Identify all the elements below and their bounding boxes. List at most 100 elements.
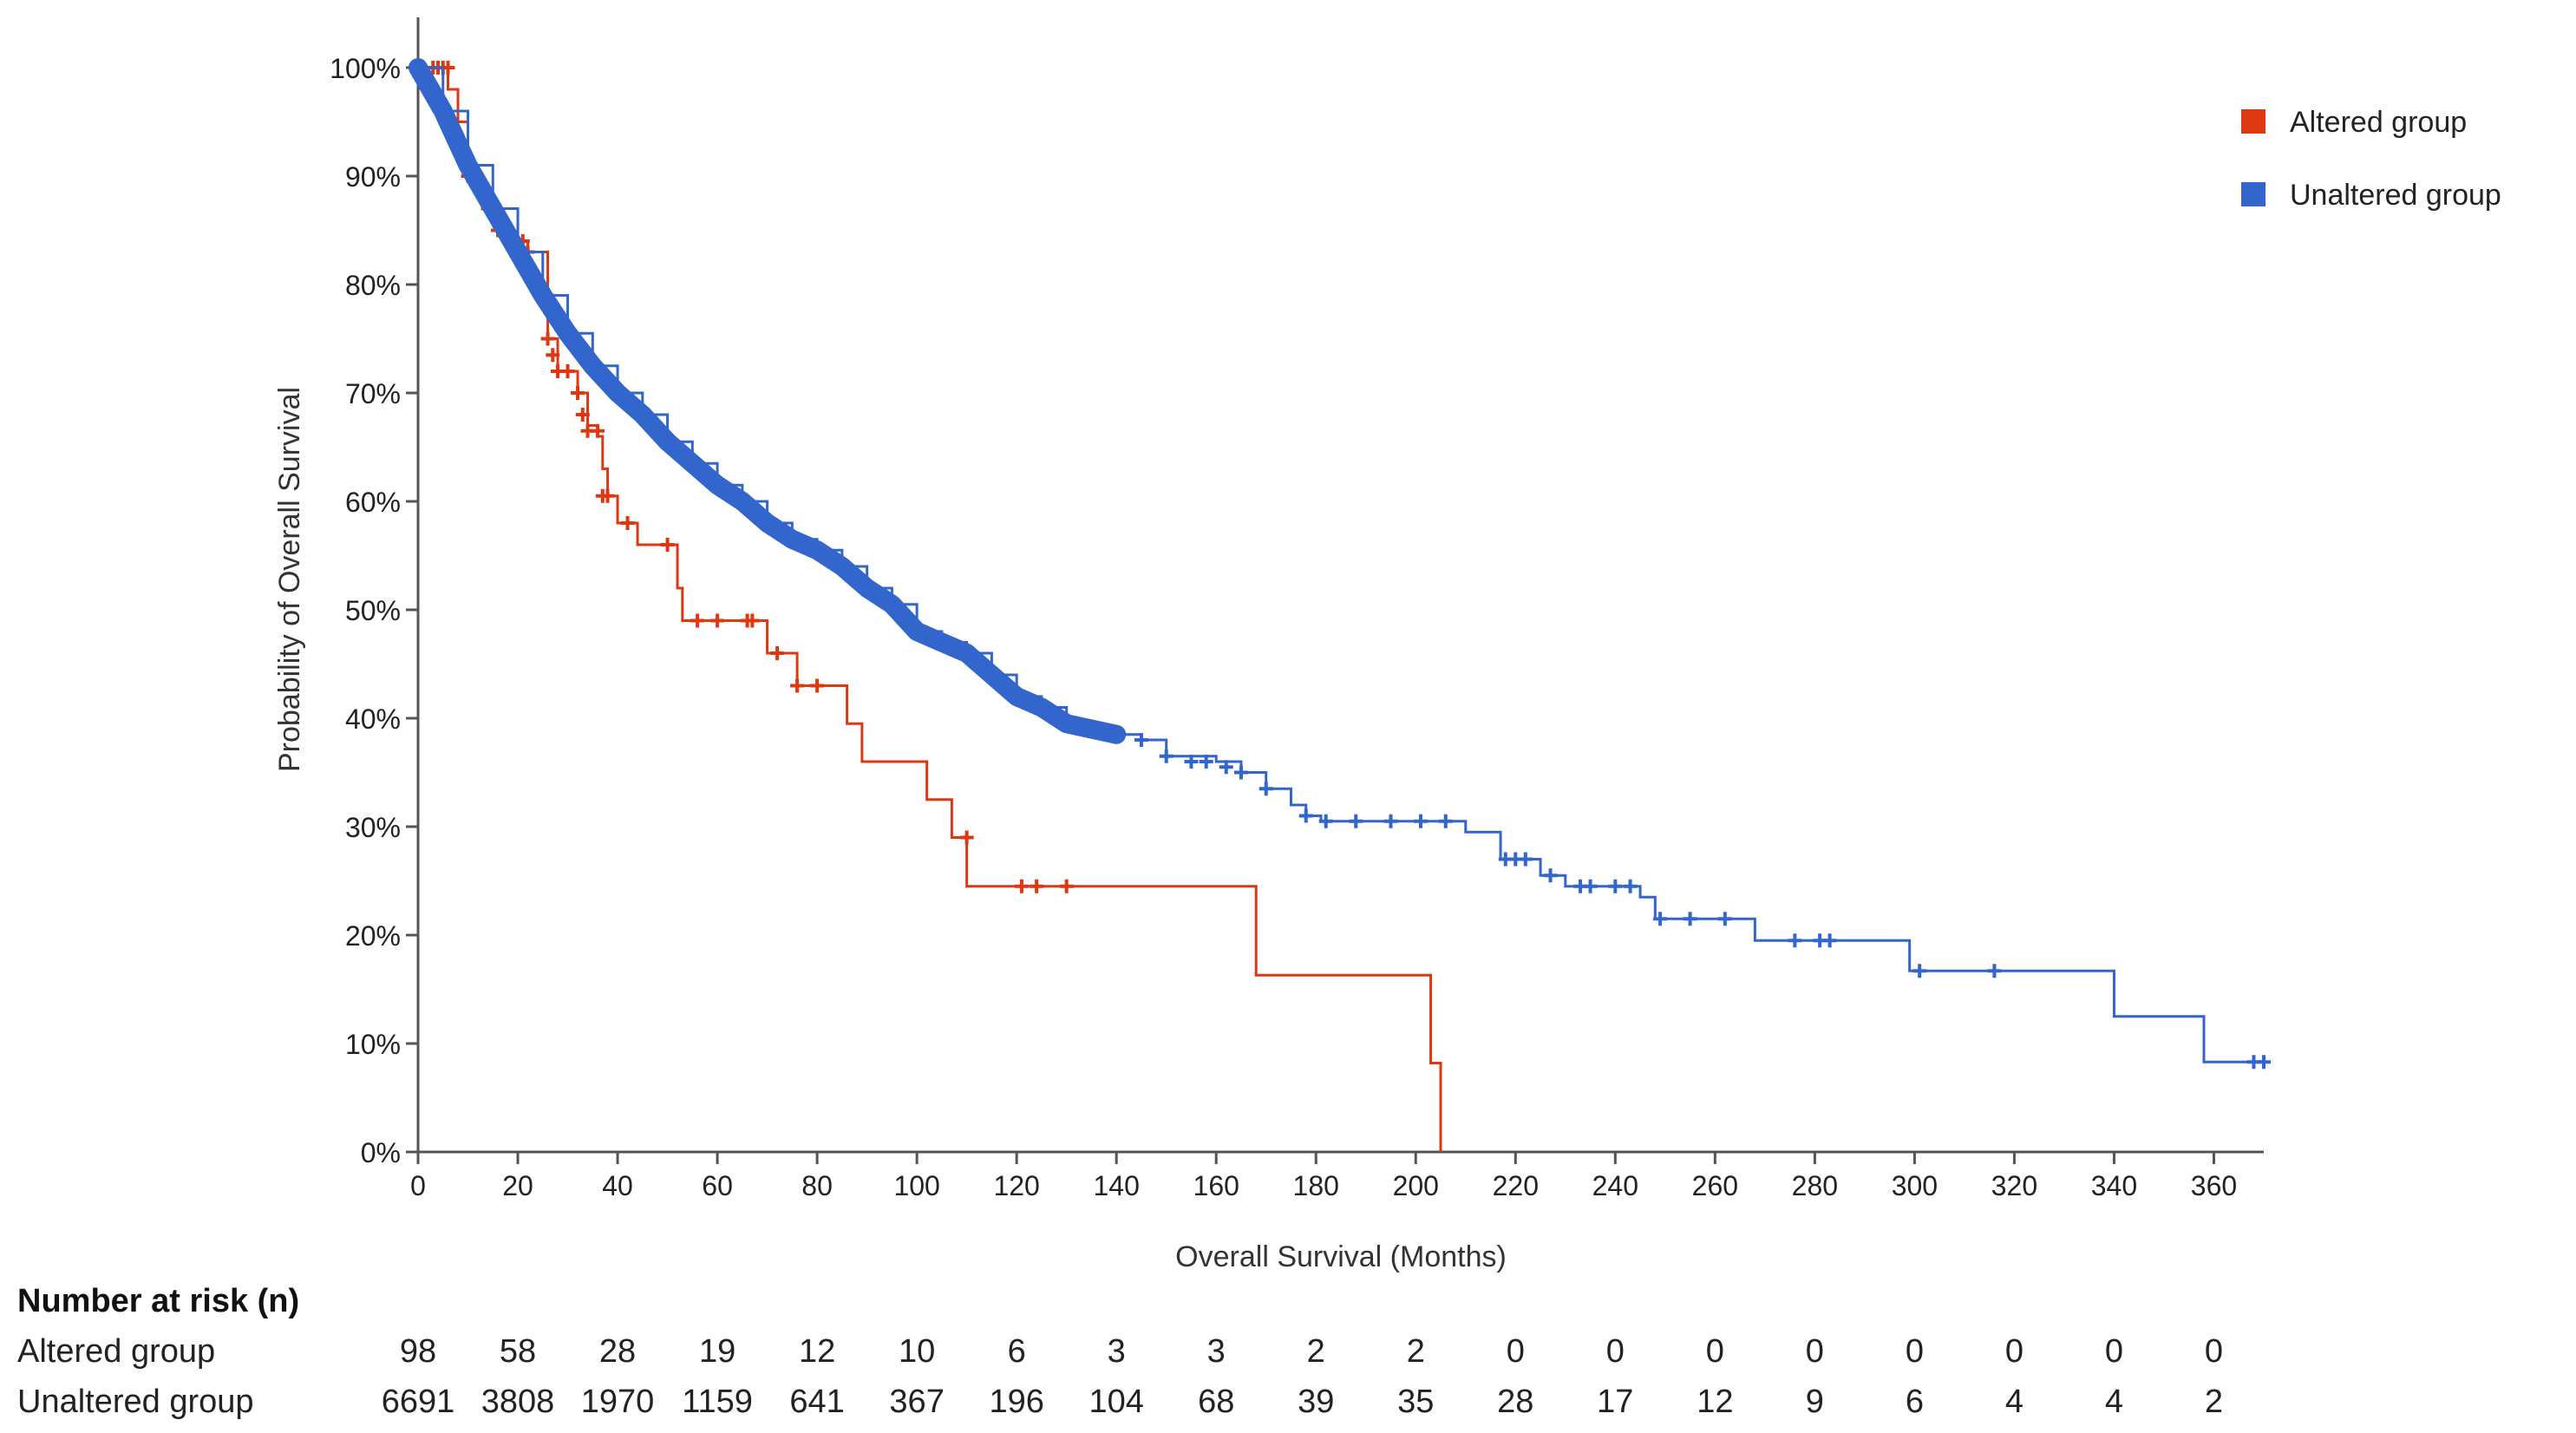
censor-mark [571, 386, 585, 400]
risk-row-label-unaltered: Unaltered group [17, 1384, 254, 1420]
censor-mark [600, 488, 615, 503]
risk-count: 10 [899, 1333, 935, 1370]
risk-count: 2 [2205, 1384, 2223, 1420]
x-tick-label: 60 [702, 1170, 733, 1201]
risk-count: 9 [1806, 1384, 1824, 1420]
censor-mark [1059, 879, 1074, 893]
legend-swatch [2241, 182, 2265, 206]
risk-count: 17 [1597, 1384, 1633, 1420]
risk-count: 19 [699, 1333, 736, 1370]
censor-mark [1383, 814, 1398, 828]
censor-mark [1608, 879, 1623, 893]
risk-table-title: Number at risk (n) [17, 1283, 299, 1319]
censor-mark [2257, 1055, 2271, 1070]
survival-curve-line [418, 66, 2264, 1063]
risk-count: 196 [989, 1384, 1043, 1420]
series-altered [418, 61, 1442, 1152]
risk-count: 0 [1507, 1333, 1525, 1370]
censor-mark [810, 678, 825, 693]
censor-mark [790, 678, 805, 693]
risk-count: 6 [1906, 1384, 1924, 1420]
censor-mark [1318, 814, 1333, 828]
censor-mark [959, 830, 974, 845]
risk-count: 4 [2105, 1384, 2123, 1420]
x-tick-label: 280 [1792, 1170, 1838, 1201]
censor-mark [770, 646, 785, 660]
x-tick-label: 40 [602, 1170, 633, 1201]
y-tick-label: 20% [345, 920, 401, 952]
censor-mark [1199, 755, 1213, 769]
risk-count: 58 [500, 1333, 536, 1370]
legend-swatch [2241, 109, 2265, 134]
risk-row-label-altered: Altered group [17, 1333, 215, 1370]
y-tick-label: 90% [345, 161, 401, 193]
risk-count: 2 [1407, 1333, 1425, 1370]
risk-table: Number at risk (n) Altered group Unalter… [17, 1283, 2223, 1420]
censor-mark [710, 613, 725, 628]
censor-mark [1822, 933, 1837, 948]
censor-mark [1912, 964, 1927, 978]
risk-count: 6691 [382, 1384, 455, 1420]
x-tick-label: 300 [1892, 1170, 1938, 1201]
censor-mark [1134, 733, 1148, 747]
risk-count: 0 [1606, 1333, 1625, 1370]
survival-curve-line [418, 66, 1442, 1152]
x-tick-label: 360 [2191, 1170, 2237, 1201]
censor-mark [575, 408, 590, 422]
x-tick-label: 0 [410, 1170, 426, 1201]
censor-mark [1414, 814, 1429, 828]
risk-count: 39 [1298, 1384, 1334, 1420]
risk-count: 6 [1008, 1333, 1026, 1370]
risk-count: 0 [2205, 1333, 2223, 1370]
censor-mark [1109, 727, 1124, 742]
censor-mark [1653, 912, 1668, 926]
legend: Altered group Unaltered group [2241, 106, 2501, 212]
risk-count: 367 [889, 1384, 944, 1420]
risk-count: 3 [1108, 1333, 1126, 1370]
x-tick-label: 160 [1193, 1170, 1239, 1201]
censor-mark [1184, 755, 1199, 769]
censor-mark [620, 516, 635, 530]
risk-count: 3 [1207, 1333, 1226, 1370]
y-tick-label: 40% [345, 703, 401, 735]
censor-mark [1233, 765, 1248, 780]
censor-mark [745, 613, 760, 628]
dense-censor-band [409, 58, 1127, 744]
censor-mark [1987, 964, 2002, 978]
x-tick-label: 180 [1293, 1170, 1339, 1201]
risk-count: 1970 [581, 1384, 655, 1420]
y-tick-label: 50% [345, 595, 401, 626]
risk-count: 28 [599, 1333, 636, 1370]
risk-count: 12 [799, 1333, 835, 1370]
series-unaltered [409, 58, 2271, 1070]
legend-label: Altered group [2290, 106, 2467, 139]
censor-mark [540, 331, 555, 346]
risk-count: 0 [2105, 1333, 2123, 1370]
risk-count: 0 [1806, 1333, 1824, 1370]
x-axis-label: Overall Survival (Months) [1175, 1240, 1507, 1273]
axes: 0% 10% 20% 30% 40% 50% 60% 70% 80% 90% 100% 0 20 40 60… [330, 17, 2264, 1201]
risk-count: 3808 [481, 1384, 555, 1420]
censor-mark [1623, 879, 1638, 893]
risk-count: 0 [1906, 1333, 1924, 1370]
risk-count: 641 [789, 1384, 844, 1420]
risk-count: 68 [1198, 1384, 1234, 1420]
y-tick-label: 0% [361, 1137, 401, 1168]
x-tick-label: 140 [1093, 1170, 1139, 1201]
censor-mark [1543, 868, 1558, 883]
censor-mark [1030, 879, 1044, 893]
x-tick-label: 320 [1991, 1170, 2037, 1201]
censor-mark [1717, 912, 1732, 926]
legend-label: Unaltered group [2290, 179, 2501, 212]
x-tick-label: 240 [1592, 1170, 1638, 1201]
x-tick-label: 20 [502, 1170, 533, 1201]
series-layer [409, 58, 2271, 1152]
censor-mark [690, 613, 705, 628]
risk-count: 12 [1697, 1384, 1733, 1420]
risk-count: 0 [1706, 1333, 1724, 1370]
censor-mark [1014, 879, 1029, 893]
x-tick-label: 340 [2091, 1170, 2137, 1201]
y-axis-label: Probability of Overall Survival [273, 387, 306, 772]
y-tick-label: 10% [345, 1029, 401, 1060]
